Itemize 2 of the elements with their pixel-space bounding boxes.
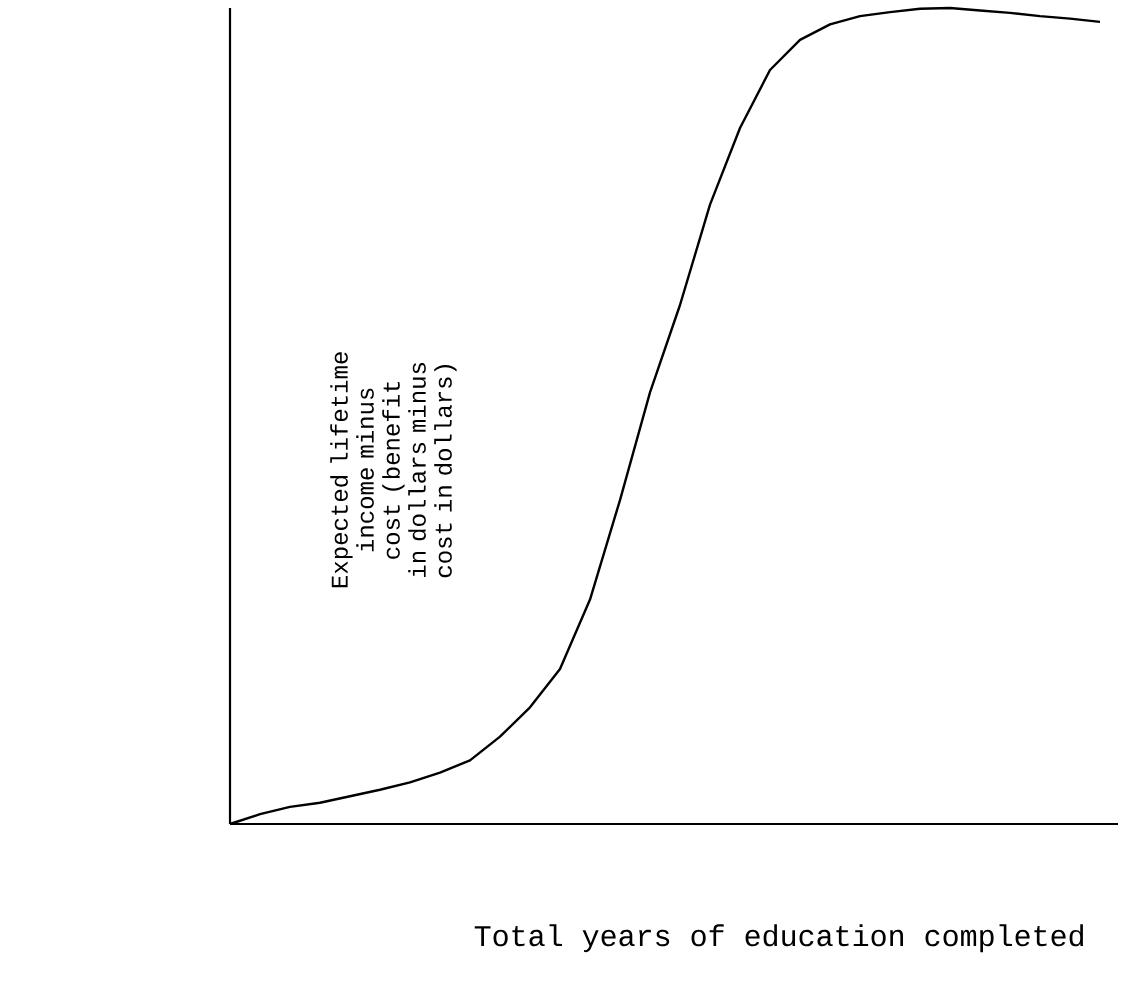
y-axis-title: Expected lifetime income minus cost (benefit in dollars minus cost in dollars) — [330, 352, 457, 588]
x-axis-title: Total years of education completed — [474, 924, 1083, 953]
